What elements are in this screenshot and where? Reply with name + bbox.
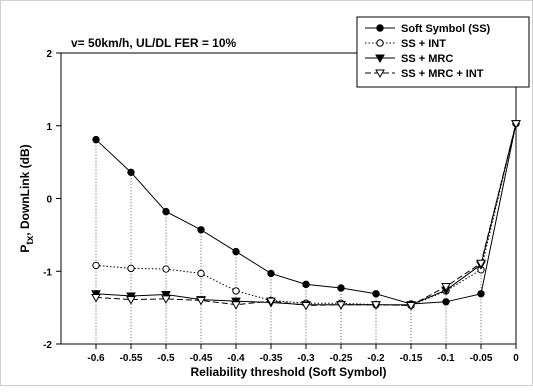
x-tick-label: 0 (513, 353, 519, 364)
series-1-point (267, 269, 275, 278)
legend-marker-4 (375, 69, 385, 79)
y-axis-label: Ptx, DownLink (dB) (18, 144, 36, 252)
series-4-point (511, 120, 521, 129)
series-1-point (92, 135, 100, 144)
series-4-point (231, 301, 241, 310)
x-tick-label: -0.3 (297, 353, 315, 364)
chart-annotation: v= 50km/h, UL/DL FER = 10% (71, 36, 237, 50)
series-1-point (442, 298, 450, 306)
x-tick-label: -0.2 (367, 353, 385, 364)
series-4-point (441, 283, 451, 292)
series-markers (91, 119, 521, 311)
series-1-point (337, 284, 345, 292)
drop-lines (95, 123, 517, 344)
series-1-point (302, 280, 310, 289)
y-axis-label-subscript: tx (25, 235, 36, 244)
y-tick-label: 1 (46, 122, 52, 133)
series-4-point (336, 301, 346, 310)
series-1-point (197, 226, 205, 234)
x-tick-label: -0.35 (260, 353, 283, 364)
legend-marker-3 (375, 54, 385, 64)
series-line-3 (95, 123, 517, 306)
series-4-point (301, 301, 311, 311)
legend: Soft Symbol (SS) SS + INT SS + MRC SS + MRC… (356, 16, 530, 88)
legend-label-4: SS + MRC + INT (401, 68, 484, 80)
y-tick-label: -2 (43, 340, 52, 351)
legend-marker-2 (376, 39, 384, 47)
x-tick-label: -0.25 (330, 353, 353, 364)
series-1-point (232, 247, 240, 256)
y-axis-label-rest: , DownLink (dB) (18, 144, 32, 235)
series-4-point (91, 293, 101, 303)
x-tick-label: -0.15 (400, 353, 423, 364)
series-1-point (162, 207, 170, 216)
series-line-2 (95, 123, 517, 306)
x-tick-label: -0.55 (120, 353, 143, 364)
series-2-point (232, 287, 240, 295)
series-2-point (197, 269, 205, 278)
x-tick-label: -0.5 (157, 353, 175, 364)
x-tick-label: -0.45 (190, 353, 213, 364)
x-tick-label: -0.05 (470, 353, 493, 364)
axes: -0.6 -0.55 -0.5 -0.45 -0.4 -0.35 -0.3 -0.25 -0.2… (43, 49, 519, 364)
y-tick-label: -1 (43, 267, 52, 278)
legend-label-1: Soft Symbol (SS) (401, 23, 491, 35)
series-4-point (371, 301, 381, 310)
series-2-point (127, 264, 135, 273)
x-tick-label: -0.6 (87, 353, 105, 364)
series-3-point (161, 291, 171, 300)
legend-marker-1 (376, 24, 384, 32)
legend-label-3: SS + MRC (401, 53, 453, 65)
series-4-point (126, 296, 136, 305)
series-4-point (161, 295, 171, 304)
x-tick-label: -0.4 (227, 353, 245, 364)
y-axis-label-main: P (18, 245, 32, 253)
series-4-point (266, 297, 276, 307)
series-4-point (476, 259, 486, 269)
series-1-point (127, 168, 135, 177)
x-tick-label: -0.1 (437, 353, 455, 364)
series-4-point (406, 301, 416, 311)
y-tick-label: 2 (46, 49, 52, 60)
series-line-1 (95, 123, 517, 305)
series-4-point (196, 296, 206, 306)
y-tick-label: 0 (46, 195, 52, 206)
legend-label-2: SS + INT (401, 38, 446, 50)
series-1-point (477, 290, 485, 298)
series-2-point (92, 261, 100, 270)
series-line-4 (95, 123, 517, 306)
series-lines (95, 123, 517, 306)
x-axis-label: Reliability threshold (Soft Symbol) (190, 365, 386, 379)
series-2-point (162, 265, 170, 273)
legend-box (356, 16, 530, 88)
series-1-point (372, 290, 380, 298)
